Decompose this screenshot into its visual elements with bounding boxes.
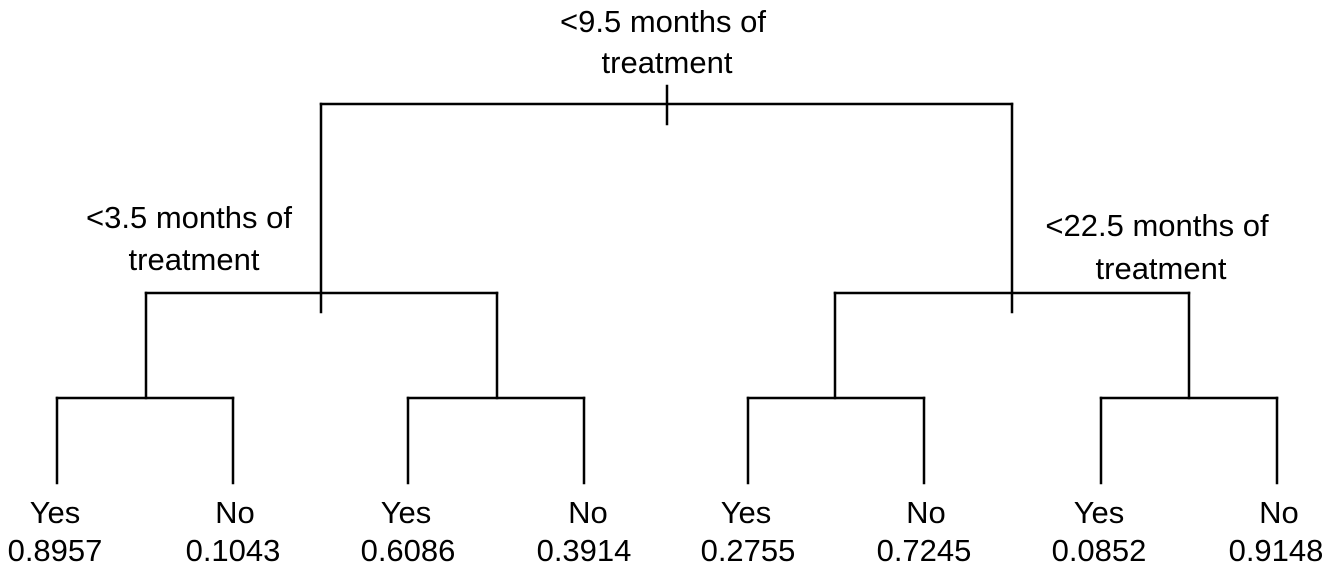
leaf: Yes 0.6086 xyxy=(361,495,456,568)
leaf: Yes 0.0852 xyxy=(1052,495,1147,568)
leaf: No 0.1043 xyxy=(186,495,281,568)
left-split-label-line1: <3.5 months of xyxy=(86,200,292,235)
leaf: No 0.3914 xyxy=(537,495,632,568)
leaf-label: No xyxy=(215,495,255,530)
leaf-pair xyxy=(1099,396,1279,485)
leaf: Yes 0.2755 xyxy=(701,495,796,568)
leaf-label: Yes xyxy=(381,495,432,530)
root-split-label-line2: treatment xyxy=(602,45,733,80)
leaf-pair xyxy=(746,396,926,485)
left-split-label-line2: treatment xyxy=(129,242,260,277)
leaf-probability: 0.2755 xyxy=(701,533,796,568)
right-split-label-line1: <22.5 months of xyxy=(1045,208,1269,243)
leaf-probability: 0.3914 xyxy=(537,533,632,568)
leaf-pair xyxy=(55,396,235,485)
leaf: No 0.9148 xyxy=(1229,495,1324,568)
leaf-label: Yes xyxy=(721,495,772,530)
right-split: <22.5 months of treatment xyxy=(833,208,1269,400)
leaf: Yes 0.8957 xyxy=(8,495,103,568)
leaf-pair xyxy=(406,396,586,485)
left-split: <3.5 months of treatment xyxy=(86,200,499,400)
right-split-label-line2: treatment xyxy=(1096,251,1227,286)
leaf-label: Yes xyxy=(1074,495,1125,530)
leaf-probability: 0.1043 xyxy=(186,533,281,568)
leaf-probability: 0.6086 xyxy=(361,533,456,568)
leaf-probability: 0.7245 xyxy=(877,533,972,568)
leaf-label: No xyxy=(568,495,608,530)
leaf-label: No xyxy=(906,495,946,530)
leaf-label: No xyxy=(1259,495,1299,530)
root-split: <9.5 months of treatment xyxy=(319,4,1014,314)
leaf-probability: 0.8957 xyxy=(8,533,103,568)
leaf: No 0.7245 xyxy=(877,495,972,568)
root-split-label-line1: <9.5 months of xyxy=(560,4,766,39)
leaf-label: Yes xyxy=(30,495,81,530)
leaf-probability: 0.9148 xyxy=(1229,533,1324,568)
leaf-probability: 0.0852 xyxy=(1052,533,1147,568)
